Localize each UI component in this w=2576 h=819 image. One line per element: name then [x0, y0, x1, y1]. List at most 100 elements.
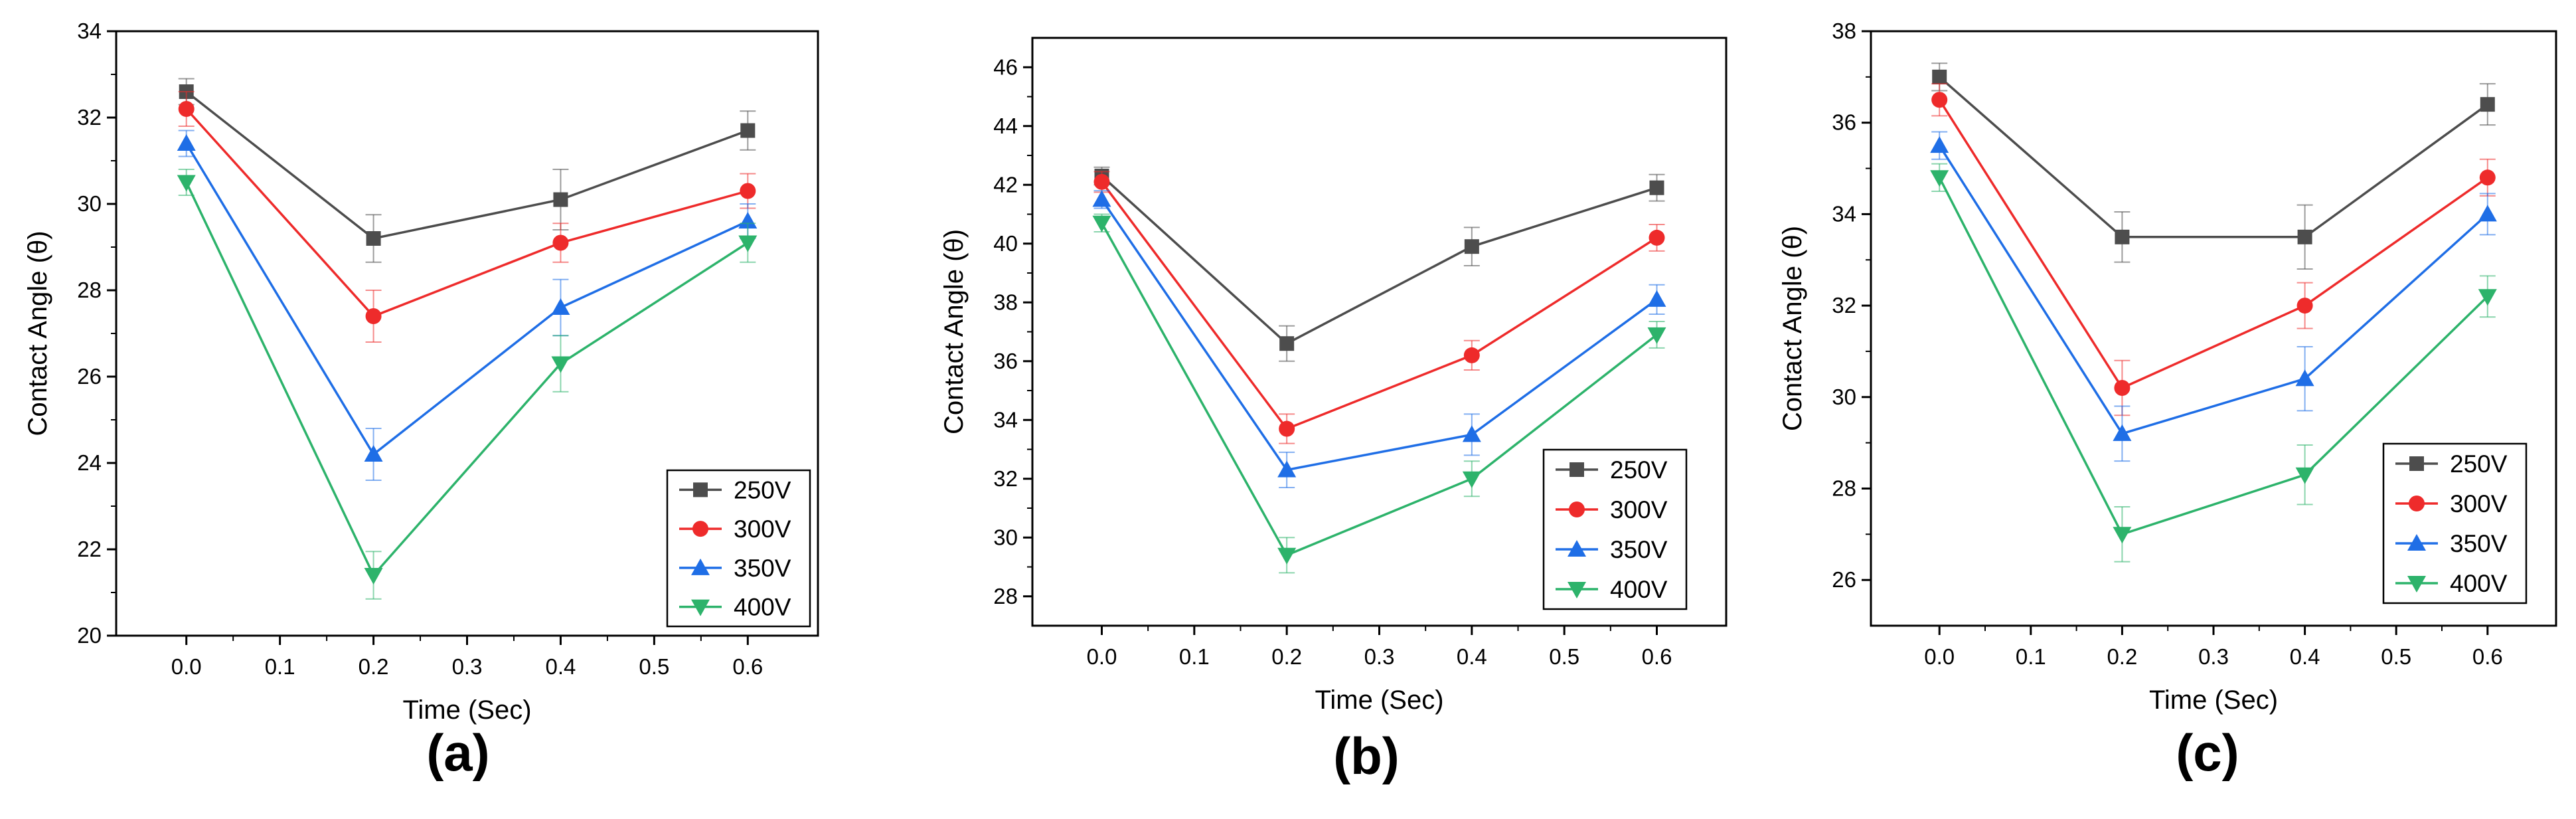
series-line — [1938, 99, 2488, 390]
data-point — [1463, 347, 1480, 363]
y-tick-label: 36 — [1832, 110, 1856, 135]
y-tick-label: 30 — [993, 525, 1018, 549]
x-tick-label: 0.5 — [2381, 644, 2411, 669]
series-line — [1938, 177, 2489, 536]
data-point — [366, 231, 381, 246]
x-tick-label: 0.6 — [732, 654, 763, 679]
x-axis-label: Time (Sec) — [402, 695, 531, 725]
x-tick-label: 0.2 — [359, 654, 389, 679]
y-tick-label: 28 — [993, 584, 1018, 608]
y-axis-label: Contact Angle (θ) — [23, 230, 52, 436]
legend-label: 300V — [2450, 490, 2508, 517]
series-250V — [1093, 166, 1665, 362]
data-point — [178, 101, 195, 117]
data-point — [1647, 290, 1666, 307]
data-point — [2297, 229, 2312, 244]
legend-marker — [693, 482, 708, 498]
series-400V — [1092, 213, 1666, 574]
panel-label: (a) — [426, 723, 489, 782]
data-point — [740, 123, 756, 138]
data-point — [1277, 460, 1297, 478]
data-point — [740, 183, 756, 199]
data-point — [1649, 229, 1665, 246]
x-tick-label: 0.6 — [2472, 644, 2503, 669]
chart-1: 0.0 0.1 0.2 0.3 0.4 0.5 0.6 20 22 24 26 28 30 32 34 Tim… — [23, 19, 819, 782]
legend-label: 350V — [734, 555, 791, 582]
chart-2: 0.0 0.1 0.2 0.3 0.4 0.5 0.6 28 30 32 34 36 38 40 42 44 4… — [939, 37, 1728, 785]
x-tick-label: 0.3 — [1364, 644, 1395, 669]
data-point — [1930, 170, 1949, 187]
y-tick-label: 30 — [1832, 385, 1856, 409]
data-point — [2479, 169, 2496, 186]
y-tick-label: 28 — [1832, 476, 1856, 500]
y-tick-label: 44 — [993, 114, 1018, 138]
data-point — [1279, 336, 1295, 351]
data-point — [1649, 180, 1664, 195]
legend-box — [1542, 448, 1688, 610]
x-tick-label: 0.0 — [1087, 644, 1117, 669]
chart-3: 0.0 0.1 0.2 0.3 0.4 0.5 0.6 26 28 30 32 34 36 38 Time … — [1778, 19, 2557, 782]
data-point — [551, 356, 570, 373]
data-point — [1093, 173, 1110, 190]
legend: 250V 300V 350V 400V — [1542, 448, 1688, 610]
x-tick-label: 0.4 — [545, 654, 576, 679]
x-tick-label: 0.5 — [1549, 644, 1579, 669]
legend-label: 400V — [2450, 570, 2508, 597]
y-tick-label: 26 — [1832, 567, 1856, 592]
x-tick-label: 0.6 — [1642, 644, 1672, 669]
legend: 250V 300V 350V 400V — [2382, 442, 2528, 604]
y-tick-label: 38 — [993, 290, 1018, 314]
data-point — [364, 568, 383, 585]
y-tick-label: 32 — [993, 466, 1018, 491]
series-line — [1101, 175, 1658, 345]
data-point — [2478, 205, 2497, 222]
y-tick-label: 20 — [77, 623, 102, 648]
series-300V — [178, 91, 756, 343]
legend: 250V 300V 350V 400V — [666, 469, 811, 628]
data-point — [552, 234, 569, 251]
data-point — [177, 134, 196, 151]
y-axis-label: Contact Angle (θ) — [1778, 226, 1807, 431]
y-tick-label: 42 — [993, 172, 1018, 197]
legend-marker — [2409, 456, 2424, 471]
legend-label: 300V — [734, 515, 791, 543]
series-line — [1101, 199, 1658, 472]
data-point — [738, 235, 758, 252]
x-tick-label: 0.0 — [1924, 644, 1955, 669]
data-point — [1462, 425, 1481, 442]
series-250V — [178, 78, 756, 263]
series-line — [185, 90, 748, 240]
series-line — [185, 108, 748, 318]
legend-box — [2382, 442, 2528, 604]
x-tick-label: 0.1 — [1179, 644, 1210, 669]
x-tick-label: 0.1 — [265, 654, 295, 679]
data-point — [2478, 289, 2497, 306]
data-point — [738, 212, 758, 228]
data-point — [364, 445, 383, 462]
legend-marker — [2407, 534, 2426, 551]
y-tick-label: 34 — [1832, 201, 1856, 226]
x-tick-label: 0.3 — [452, 654, 483, 679]
data-point — [1277, 547, 1297, 565]
y-tick-label: 40 — [993, 231, 1018, 256]
y-tick-label: 30 — [77, 191, 102, 216]
legend-marker — [2409, 496, 2425, 511]
y-tick-label: 32 — [77, 105, 102, 130]
y-tick-label: 36 — [993, 349, 1018, 373]
series-line — [1101, 181, 1658, 430]
x-tick-label: 0.2 — [1271, 644, 1302, 669]
series-250V — [1931, 62, 2496, 270]
panel-label: (c) — [2176, 723, 2239, 782]
legend-label: 350V — [1610, 536, 1668, 563]
series-line — [185, 181, 749, 578]
data-point — [1931, 92, 1948, 108]
legend-label: 400V — [734, 594, 791, 621]
legend-label: 400V — [1610, 576, 1668, 603]
legend-label: 250V — [2450, 450, 2508, 478]
data-point — [2480, 97, 2495, 112]
series-line — [1938, 145, 2488, 435]
data-point — [2115, 229, 2130, 244]
x-tick-label: 0.4 — [2290, 644, 2320, 669]
